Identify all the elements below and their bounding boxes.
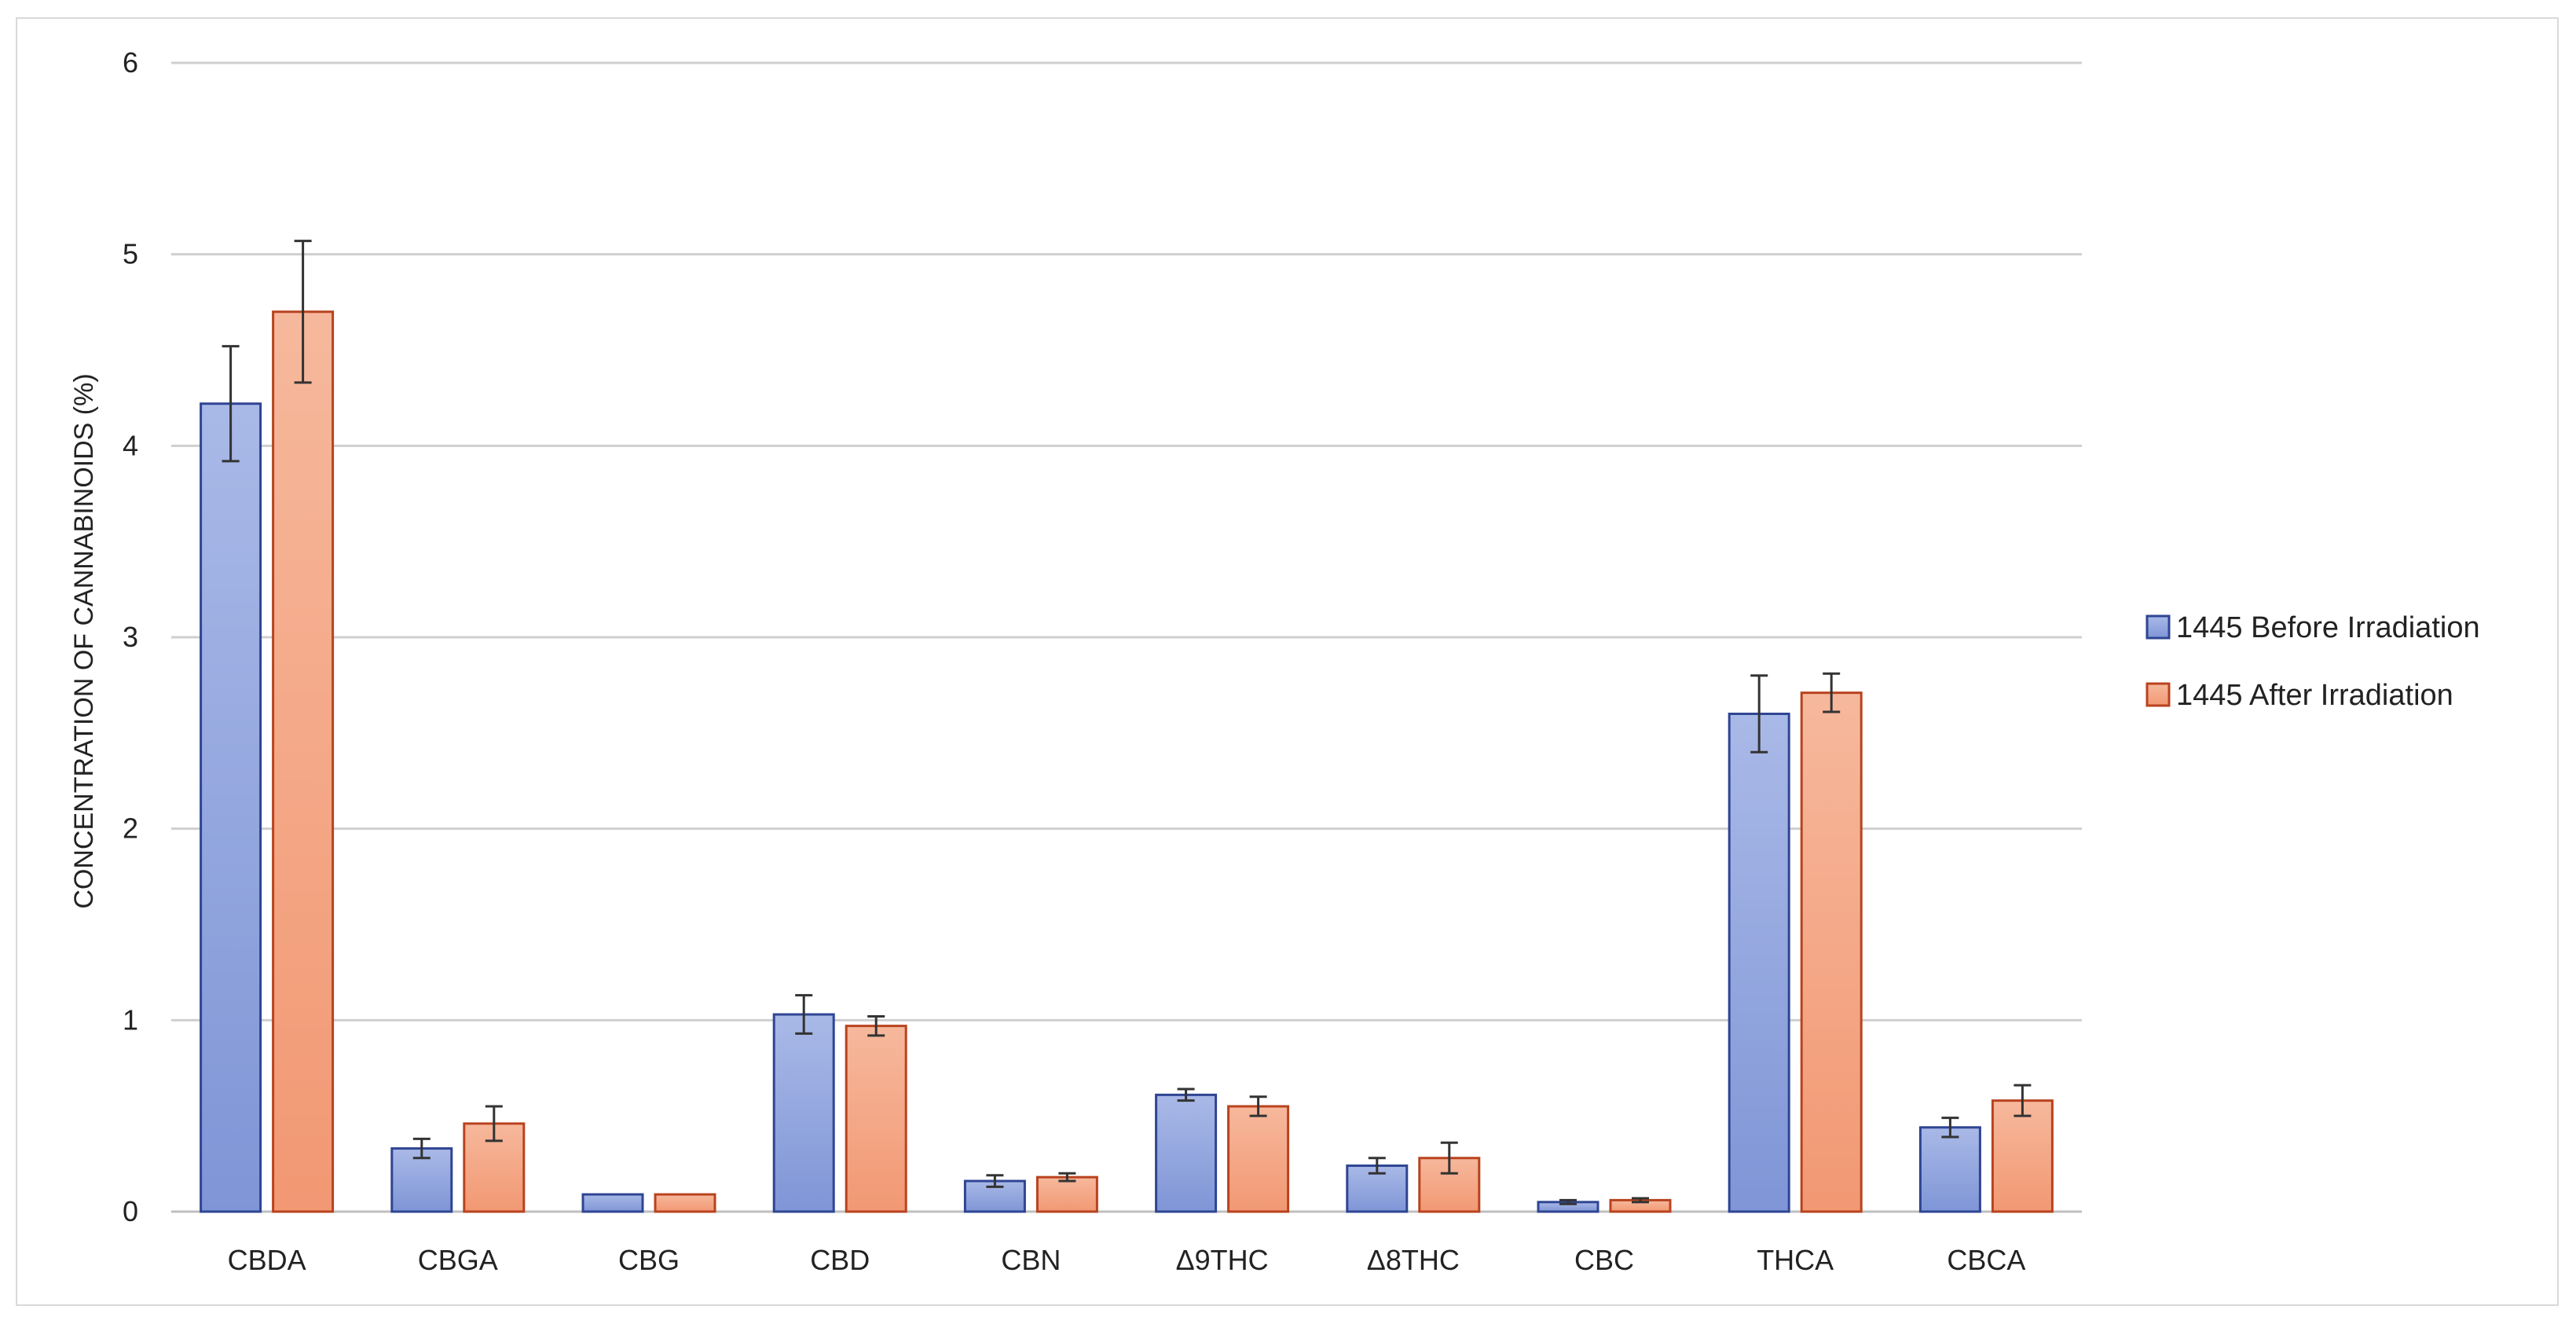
y-tick-label: 6 [123, 46, 138, 79]
bar-Δ9THC-before [1155, 1093, 1218, 1213]
legend-item: 1445 Before Irradiation [2145, 611, 2480, 644]
bars [200, 310, 2054, 1213]
x-tick-label: CBD [810, 1244, 870, 1276]
x-tick-label: Δ8THC [1367, 1244, 1460, 1276]
x-tick-label: CBG [618, 1244, 680, 1276]
error-bar [1632, 1197, 1649, 1204]
error-bar [1058, 1172, 1076, 1183]
error-bar [1368, 1157, 1386, 1175]
chart-frame [16, 17, 2559, 1306]
x-tick-label: CBDA [228, 1244, 306, 1276]
bar-Δ9THC-after [1227, 1105, 1290, 1213]
bar-THCA-after [1800, 691, 1863, 1213]
legend-item: 1445 After Irradiation [2145, 679, 2453, 712]
x-tick-label: CBC [1574, 1244, 1634, 1276]
bar-CBN-after [1035, 1175, 1098, 1213]
legend: 1445 Before Irradiation 1445 After Irradi… [2145, 611, 2480, 712]
bar-CBDA-before [200, 402, 262, 1213]
y-tick-label: 5 [123, 238, 138, 270]
y-tick-label: 2 [123, 812, 138, 845]
error-bar [1750, 674, 1768, 754]
bar-THCA-before [1728, 712, 1790, 1213]
error-bar [485, 1105, 503, 1142]
error-bar [795, 994, 813, 1035]
error-bar [412, 1137, 431, 1160]
error-bar [1559, 1198, 1577, 1205]
x-tick-label: CBCA [1947, 1244, 2025, 1276]
error-bar [867, 1014, 885, 1037]
legend-label: 1445 After Irradiation [2176, 679, 2453, 712]
y-tick-label: 1 [123, 1003, 138, 1036]
error-bars [222, 240, 2032, 1205]
legend-swatch [2145, 614, 2171, 640]
bar-CBDA-after [272, 310, 335, 1213]
legend-label: 1445 Before Irradiation [2176, 611, 2480, 644]
bar-CBD-before [772, 1013, 835, 1213]
error-bar [1440, 1141, 1458, 1175]
y-axis-title: CONCENTRATION OF CANNABINOIDS (%) [69, 373, 99, 908]
x-tick-label: THCA [1757, 1244, 1834, 1276]
error-bar [1941, 1117, 1959, 1139]
legend-swatch [2145, 682, 2171, 707]
y-tick-label: 4 [123, 429, 138, 461]
error-bar [1823, 672, 1841, 713]
x-tick-label: Δ9THC [1176, 1244, 1269, 1276]
bar-CBD-after [845, 1025, 907, 1213]
x-tick-label: CBN [1001, 1244, 1061, 1276]
error-bar [986, 1174, 1004, 1188]
gridlines [171, 61, 2082, 1213]
y-axis-ticks: 0 1 2 3 4 5 6 [123, 46, 138, 1227]
bar-CBCA-before [1918, 1126, 1981, 1213]
error-bar [2014, 1084, 2032, 1117]
error-bar [1177, 1087, 1195, 1102]
x-tick-label: CBGA [418, 1244, 498, 1276]
error-bar [294, 240, 312, 384]
bar-CBCA-after [1991, 1099, 2054, 1213]
bar-CBG-before [581, 1193, 644, 1213]
error-bar [1249, 1095, 1267, 1117]
bar-CBG-after [654, 1193, 716, 1213]
y-tick-label: 0 [123, 1195, 138, 1227]
y-tick-label: 3 [123, 621, 138, 653]
x-axis-ticks: CBDA CBGA CBG CBD CBN Δ9THC Δ8THC CBC THCA CBCA [228, 1244, 2026, 1276]
error-bar [222, 345, 240, 463]
